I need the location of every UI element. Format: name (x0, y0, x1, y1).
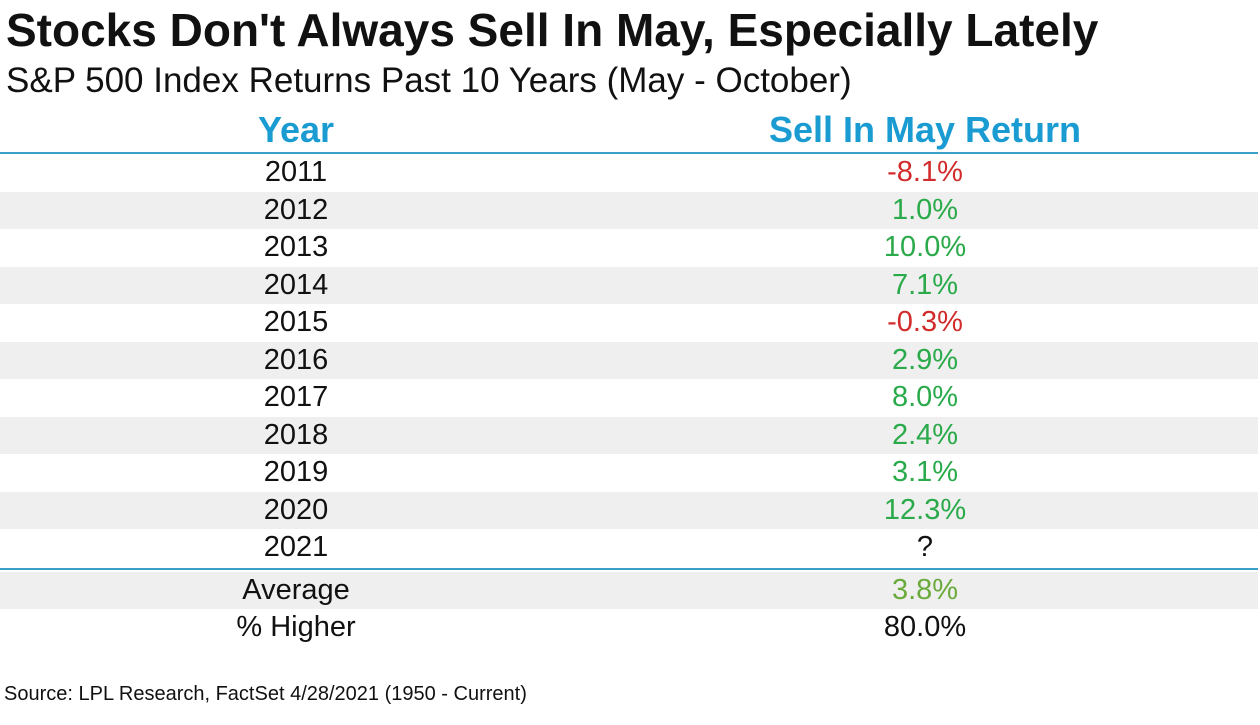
return-cell: 7.1% (891, 268, 959, 301)
returns-table: Year Sell In May Return 2011 -8.1% 2012 1.0… (0, 108, 1258, 647)
summary-value: 3.8% (891, 573, 959, 606)
summary-row: Average 3.8% (0, 571, 1258, 609)
year-cell: 2017 (263, 381, 329, 413)
table-row: 2020 12.3% (0, 491, 1258, 529)
summary-divider (0, 567, 1258, 570)
table-row: 2018 2.4% (0, 416, 1258, 454)
year-cell: 2011 (264, 156, 328, 188)
year-cell: 2018 (263, 418, 329, 451)
return-cell: 2.4% (891, 418, 959, 451)
table-row: 2017 8.0% (0, 379, 1258, 417)
table-row: 2013 10.0% (0, 229, 1258, 267)
return-column-header: Sell In May Return (768, 109, 1082, 150)
year-cell: 2021 (263, 531, 329, 563)
table-summary: Average 3.8% % Higher 80.0% (0, 571, 1258, 647)
year-column-header: Year (257, 109, 335, 150)
year-cell: 2013 (263, 231, 329, 263)
summary-row: % Higher 80.0% (0, 609, 1258, 647)
source-note: Source: LPL Research, FactSet 4/28/2021 … (4, 683, 527, 705)
return-cell: 3.1% (891, 456, 959, 488)
table-row: 2011 -8.1% (0, 154, 1258, 192)
year-cell: 2020 (263, 493, 329, 526)
return-cell: -8.1% (887, 156, 963, 188)
return-cell: 8.0% (891, 381, 959, 413)
summary-label: % Higher (236, 611, 356, 643)
table-row: 2021? (0, 529, 1258, 567)
table-row: 2014 7.1% (0, 266, 1258, 304)
table-row: 2016 2.9% (0, 341, 1258, 379)
chart-title: Stocks Don't Always Sell In May, Especia… (6, 4, 1099, 56)
table-header: Year Sell In May Return (0, 108, 1258, 154)
summary-label: Average (242, 573, 350, 606)
return-cell: -0.3% (887, 306, 963, 338)
table-row: 2015 -0.3% (0, 304, 1258, 342)
return-cell: 2.9% (891, 343, 959, 376)
cut-off-footnote (4, 716, 1084, 725)
summary-value: 80.0% (883, 611, 967, 643)
year-cell: 2012 (263, 193, 329, 226)
return-cell: 12.3% (883, 493, 967, 526)
return-cell: 10.0% (883, 231, 967, 263)
table-row: 2012 1.0% (0, 191, 1258, 229)
table-body: 2011 -8.1% 2012 1.0% 2013 10.0% 2014 7.1% 2015 -0… (0, 154, 1258, 567)
return-cell: ? (916, 531, 934, 563)
year-cell: 2015 (263, 306, 329, 338)
year-cell: 2014 (263, 268, 329, 301)
chart-subtitle: S&P 500 Index Returns Past 10 Years (May… (6, 61, 852, 100)
return-cell: 1.0% (891, 193, 959, 226)
year-cell: 2019 (263, 456, 329, 488)
year-cell: 2016 (263, 343, 329, 376)
table-row: 2019 3.1% (0, 454, 1258, 492)
